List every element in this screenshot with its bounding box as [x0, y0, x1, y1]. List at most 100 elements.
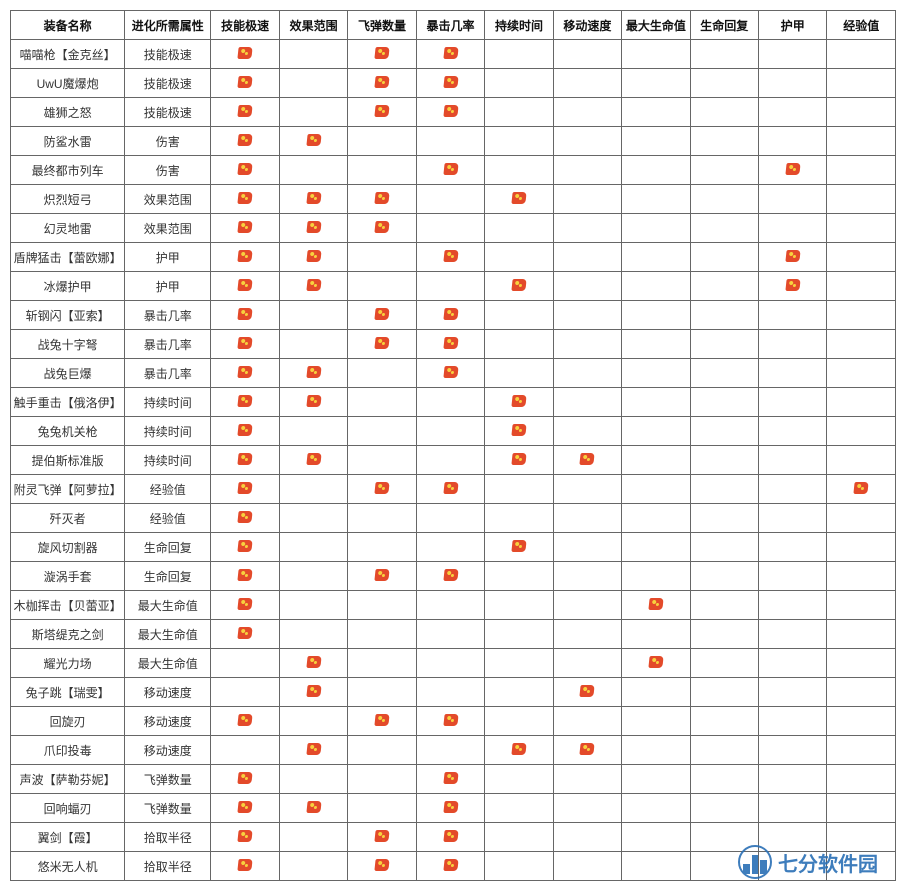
check-mark-icon — [443, 569, 458, 581]
equipment-name-cell: 战兔巨爆 — [11, 359, 125, 388]
equipment-name-cell: 斩钢闪【亚索】 — [11, 301, 125, 330]
evolution-attr-cell: 飞弹数量 — [125, 794, 211, 823]
mark-cell — [827, 591, 896, 620]
mark-cell — [416, 127, 484, 156]
table-header-cell: 技能极速 — [211, 11, 279, 40]
equipment-name-cell: 声波【萨勒芬妮】 — [11, 765, 125, 794]
mark-cell — [759, 98, 827, 127]
mark-cell — [827, 388, 896, 417]
mark-cell — [348, 156, 416, 185]
mark-cell — [485, 417, 553, 446]
table-row: 兔兔机关枪持续时间 — [11, 417, 896, 446]
mark-cell — [553, 388, 621, 417]
mark-cell — [279, 678, 347, 707]
mark-cell — [485, 649, 553, 678]
mark-cell — [416, 504, 484, 533]
evolution-attr-cell: 技能极速 — [125, 40, 211, 69]
mark-cell — [485, 446, 553, 475]
check-mark-icon — [238, 830, 253, 842]
mark-cell — [485, 272, 553, 301]
check-mark-icon — [238, 424, 253, 436]
check-mark-icon — [580, 685, 595, 697]
mark-cell — [485, 243, 553, 272]
mark-cell — [348, 301, 416, 330]
mark-cell — [416, 243, 484, 272]
mark-cell — [622, 533, 690, 562]
mark-cell — [485, 678, 553, 707]
mark-cell — [279, 504, 347, 533]
equipment-name-cell: 冰爆护甲 — [11, 272, 125, 301]
mark-cell — [622, 301, 690, 330]
mark-cell — [553, 127, 621, 156]
mark-cell — [690, 243, 758, 272]
mark-cell — [348, 475, 416, 504]
check-mark-icon — [374, 105, 389, 117]
check-mark-icon — [306, 250, 321, 262]
check-mark-icon — [238, 859, 253, 871]
evolution-attr-cell: 持续时间 — [125, 417, 211, 446]
mark-cell — [211, 243, 279, 272]
equipment-name-cell: 斯塔缇克之剑 — [11, 620, 125, 649]
table-row: 斯塔缇克之剑最大生命值 — [11, 620, 896, 649]
mark-cell — [279, 330, 347, 359]
mark-cell — [759, 40, 827, 69]
mark-cell — [622, 40, 690, 69]
mark-cell — [759, 533, 827, 562]
mark-cell — [416, 736, 484, 765]
mark-cell — [348, 185, 416, 214]
mark-cell — [827, 185, 896, 214]
mark-cell — [690, 649, 758, 678]
mark-cell — [348, 649, 416, 678]
mark-cell — [211, 330, 279, 359]
mark-cell — [622, 214, 690, 243]
mark-cell — [211, 185, 279, 214]
mark-cell — [279, 69, 347, 98]
evolution-attr-cell: 生命回复 — [125, 533, 211, 562]
mark-cell — [759, 156, 827, 185]
mark-cell — [348, 852, 416, 881]
mark-cell — [279, 591, 347, 620]
mark-cell — [690, 40, 758, 69]
mark-cell — [690, 562, 758, 591]
mark-cell — [485, 69, 553, 98]
table-header-cell: 移动速度 — [553, 11, 621, 40]
mark-cell — [622, 359, 690, 388]
mark-cell — [211, 678, 279, 707]
check-mark-icon — [238, 540, 253, 552]
mark-cell — [759, 446, 827, 475]
mark-cell — [827, 243, 896, 272]
mark-cell — [759, 562, 827, 591]
mark-cell — [759, 504, 827, 533]
check-mark-icon — [443, 337, 458, 349]
mark-cell — [827, 417, 896, 446]
mark-cell — [211, 359, 279, 388]
check-mark-icon — [306, 221, 321, 233]
mark-cell — [416, 475, 484, 504]
mark-cell — [622, 475, 690, 504]
check-mark-icon — [374, 221, 389, 233]
mark-cell — [622, 736, 690, 765]
mark-cell — [416, 765, 484, 794]
equipment-name-cell: 战兔十字弩 — [11, 330, 125, 359]
check-mark-icon — [238, 279, 253, 291]
mark-cell — [827, 649, 896, 678]
mark-cell — [690, 185, 758, 214]
mark-cell — [416, 678, 484, 707]
table-row: 提伯斯标准版持续时间 — [11, 446, 896, 475]
mark-cell — [690, 765, 758, 794]
mark-cell — [279, 620, 347, 649]
equipment-name-cell: 雄狮之怒 — [11, 98, 125, 127]
check-mark-icon — [511, 453, 526, 465]
check-mark-icon — [374, 714, 389, 726]
mark-cell — [827, 359, 896, 388]
table-row: 防鲨水雷伤害 — [11, 127, 896, 156]
mark-cell — [416, 214, 484, 243]
check-mark-icon — [238, 308, 253, 320]
check-mark-icon — [238, 801, 253, 813]
mark-cell — [485, 794, 553, 823]
mark-cell — [211, 156, 279, 185]
mark-cell — [759, 359, 827, 388]
check-mark-icon — [511, 743, 526, 755]
check-mark-icon — [580, 743, 595, 755]
mark-cell — [485, 156, 553, 185]
